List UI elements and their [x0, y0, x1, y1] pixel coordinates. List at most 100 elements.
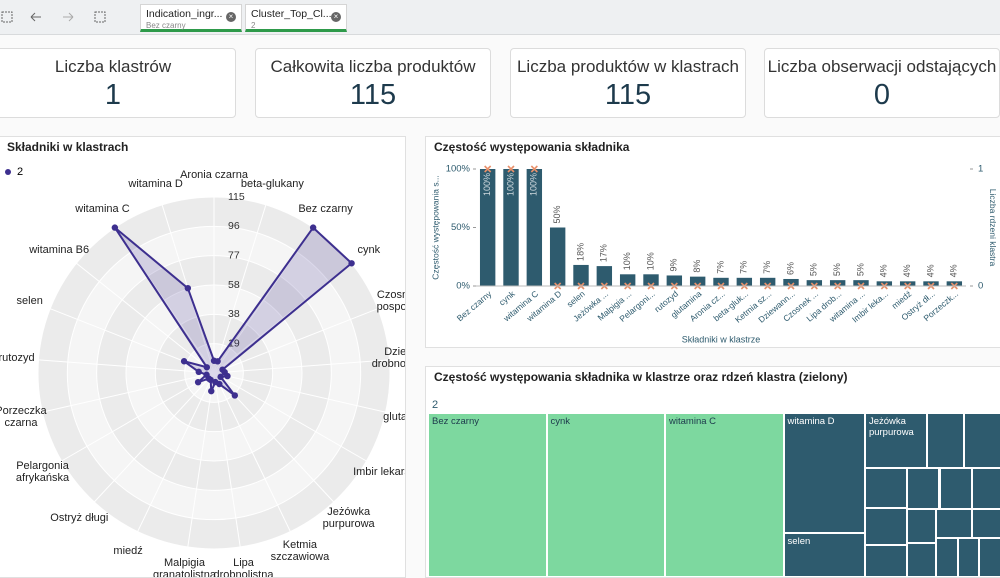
category-label: Czosnek pospolity: [376, 288, 406, 313]
point: [208, 387, 215, 395]
kpi-label: Liczba klastrów: [54, 57, 172, 76]
icon-redo[interactable]: [63, 12, 74, 22]
point: [217, 373, 224, 381]
icon-clear[interactable]: [94, 11, 106, 23]
tab[interactable]: Indication_ingr... Bez czarny ×: [140, 4, 242, 32]
tab-close[interactable]: ×: [226, 12, 236, 22]
treemap-cell: [906, 508, 937, 543]
bar: [806, 280, 823, 286]
tab-subtitle: 2: [251, 21, 256, 30]
series-area: [114, 226, 354, 397]
category-label: beta-glukany: [240, 177, 304, 190]
spoke: [213, 359, 390, 374]
category-label: Dziewanna drobnokwiatowa: [371, 346, 406, 371]
bar: [923, 281, 939, 286]
category-label: witamina B6: [29, 243, 90, 256]
spoke: [38, 359, 215, 374]
point: [111, 224, 119, 231]
radar-panel: Składniki w klastrach 19 38 58 77 96 115 2 Aro…: [0, 136, 406, 578]
data-label: 7%: [739, 261, 749, 274]
data-label: 100%: [505, 173, 515, 196]
treemap-cell: witamina C: [665, 413, 784, 577]
category-label: Pelargonia afrykańska: [15, 460, 70, 484]
treemap-cell: [939, 467, 973, 509]
bar: [503, 169, 519, 286]
treemap-cell: [972, 467, 1000, 509]
treemap-cell: [936, 537, 958, 577]
cell-label: Jeżówka purpurowa: [868, 416, 914, 438]
category-label: witamina C: [75, 203, 130, 216]
treemap-cell: Jeżówka purpurowa: [864, 413, 927, 468]
data-label: 100%: [529, 173, 539, 196]
radar-chart: 19 38 58 77 96 115 2: [5, 166, 391, 550]
point: [203, 364, 211, 371]
core-marker: [530, 165, 538, 173]
bar: [596, 266, 613, 286]
y-axis-label: Częstość występowania s...: [430, 175, 440, 279]
treemap-cell: Bez czarny: [428, 413, 547, 577]
y-tick-label: 100%: [446, 164, 471, 175]
bar: [713, 277, 729, 286]
data-label: 7%: [762, 261, 772, 274]
data-label: 4%: [902, 264, 912, 277]
spoke: [213, 372, 241, 548]
point: [203, 371, 210, 378]
point: [309, 224, 317, 231]
category-label: Bez czarny: [298, 203, 353, 216]
spoke: [76, 262, 215, 374]
treemap-cell: [864, 508, 907, 545]
bar: [946, 281, 963, 286]
data-label: 5%: [809, 263, 819, 276]
core-marker: [484, 165, 492, 173]
tab[interactable]: Cluster_Top_Cl... 2 ×: [245, 4, 347, 32]
treemap-cell: [906, 467, 940, 509]
panel-title: Składniki w klastrach: [7, 140, 129, 154]
spoke: [137, 372, 215, 532]
core-marker: [507, 165, 515, 173]
legend-label: 2: [17, 166, 23, 178]
data-label: 5%: [855, 263, 865, 276]
point: [224, 372, 231, 380]
marker-stroke: [530, 165, 538, 173]
data-label: 7%: [715, 261, 725, 274]
bar: [549, 227, 566, 286]
icon-undo[interactable]: [30, 12, 41, 22]
marker-stroke: [484, 165, 492, 173]
data-label: 5%: [832, 263, 842, 276]
r-tick-label: 115: [228, 191, 245, 203]
point: [180, 358, 188, 365]
tab-title: Cluster_Top_Cl...: [251, 8, 332, 20]
kpi-value: 0: [873, 79, 891, 111]
icon[interactable]: [1, 11, 13, 23]
category-label: Jeżówka purpurowa: [322, 506, 375, 531]
data-label: 4%: [879, 264, 889, 277]
tab-subtitle: Bez czarny: [146, 21, 186, 30]
kpi-label: Liczba produktów w klastrach: [516, 57, 740, 76]
category-label: Ostryż długi: [50, 512, 109, 525]
category-label: Imbir lekarski: [353, 466, 405, 478]
point: [214, 358, 221, 365]
bar: [736, 277, 753, 286]
bar-chart: 0% 50% 100% 0 1 Częstość występowania s... Lic…: [430, 164, 998, 345]
toolbar-icons: [1, 11, 106, 23]
treemap-cell: [971, 508, 1000, 538]
point: [348, 260, 355, 267]
tab-close[interactable]: ×: [331, 12, 341, 22]
spoke: [42, 372, 215, 413]
bar: [689, 276, 706, 286]
bar-panel: Częstość występowania składnika 0% 50% 100…: [425, 136, 1000, 348]
bar: [643, 274, 659, 286]
spoke: [213, 372, 291, 532]
treemap-cell: [864, 544, 907, 577]
treemap-cell: [957, 537, 980, 577]
data-label: 8%: [692, 260, 702, 273]
cell-label: selen: [787, 536, 811, 548]
spoke: [187, 372, 215, 548]
treemap-cell: witamina D: [783, 413, 865, 534]
category-label: witamina D: [128, 177, 183, 190]
point: [231, 392, 239, 399]
data-label: 4%: [925, 264, 935, 277]
data-label: 6%: [785, 262, 795, 275]
treemap-cell: [963, 413, 1000, 468]
kpi-card: Liczba obserwacji odstających 0: [764, 48, 1000, 118]
